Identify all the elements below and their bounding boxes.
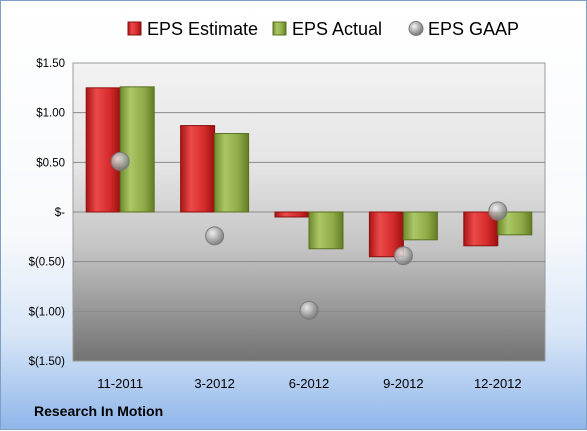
eps-actual-bar: [402, 211, 438, 241]
eps-gaap-marker: [110, 151, 130, 171]
y-tick-label: $0.50: [36, 157, 65, 169]
y-axis-ticks: $1.50 $1.00 $0.50 $- $(0.50) $(1.00) $(1.50): [29, 58, 66, 368]
y-tick-label: $(1.50): [29, 356, 66, 368]
x-category-label: 3-2012: [194, 376, 234, 391]
y-tick-label: $(0.50): [29, 257, 66, 269]
eps-actual-legend-swatch: [272, 21, 287, 36]
eps-actual-bar: [497, 211, 533, 236]
eps-estimate-legend-label: EPS Estimate: [147, 19, 258, 39]
eps-estimate-bar: [180, 125, 216, 213]
eps-gaap-legend-label: EPS GAAP: [428, 19, 519, 39]
eps-actual-bar: [119, 86, 155, 213]
company-name: Research In Motion: [34, 403, 164, 419]
eps-gaap-marker: [205, 226, 225, 246]
eps-gaap-marker: [393, 246, 413, 266]
eps-gaap-legend-swatch: [408, 21, 424, 36]
x-category-label: 11-2011: [97, 376, 143, 391]
y-tick-label: $(1.00): [29, 306, 66, 318]
y-tick-label: $1.50: [36, 58, 65, 70]
eps-actual-legend-label: EPS Actual: [292, 19, 382, 39]
gaap-markers: [110, 151, 508, 320]
bars: [85, 86, 533, 258]
eps-gaap-marker: [488, 201, 508, 221]
x-category-label: 6-2012: [289, 376, 329, 391]
x-category-label: 12-2012: [474, 376, 522, 391]
x-category-label: 9-2012: [383, 376, 423, 391]
y-tick-label: $1.00: [36, 108, 65, 120]
eps-estimate-bar: [85, 87, 121, 213]
eps-estimate-bar: [274, 211, 310, 218]
chart-legend: EPS Estimate EPS Actual EPS GAAP: [127, 19, 519, 39]
eps-estimate-legend-swatch: [127, 21, 142, 36]
y-tick-label: $-: [55, 207, 65, 219]
eps-actual-bar: [214, 133, 250, 213]
eps-gaap-marker: [299, 300, 319, 320]
x-axis-categories: 11-2011 3-2012 6-2012 9-2012 12-2012: [97, 376, 521, 391]
eps-actual-bar: [308, 211, 344, 250]
